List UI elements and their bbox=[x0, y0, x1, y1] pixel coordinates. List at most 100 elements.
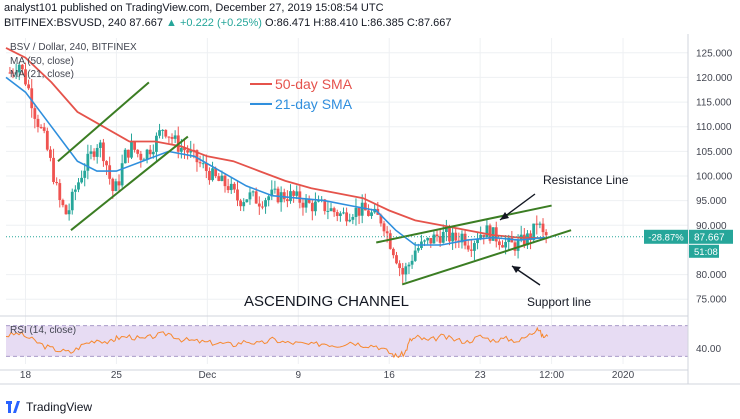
tradingview-logo-icon bbox=[6, 401, 20, 413]
candle-body bbox=[164, 129, 168, 137]
candle-body bbox=[114, 181, 118, 192]
candle-body bbox=[432, 234, 436, 244]
candle-body bbox=[226, 186, 230, 191]
candle-body bbox=[77, 182, 80, 190]
candle-body bbox=[298, 191, 302, 203]
candle-body bbox=[494, 227, 498, 242]
candle-body bbox=[370, 212, 373, 216]
candle-body bbox=[73, 189, 77, 192]
chart-header: analyst101 published on TradingView.com,… bbox=[0, 0, 740, 34]
candle-body bbox=[295, 191, 299, 196]
resistance-arrow-head-icon bbox=[500, 212, 509, 220]
candle-body bbox=[111, 178, 115, 192]
rsi-line bbox=[5, 326, 549, 359]
symbol-price: BITFINEX:BSVUSD, 240 87.667 bbox=[4, 17, 163, 29]
candle-body bbox=[108, 165, 112, 179]
support-line-label: Support line bbox=[527, 295, 591, 309]
candle-body bbox=[33, 108, 37, 119]
candle-body bbox=[214, 168, 218, 177]
candle-body bbox=[45, 130, 49, 150]
candle-body bbox=[133, 141, 137, 150]
rsi-tick-label: 40.00 bbox=[696, 344, 721, 355]
candle-body bbox=[55, 181, 59, 184]
candle-body bbox=[466, 245, 470, 250]
price-chart[interactable]: 50-day SMA 21-day SMA ASCENDING CHANNEL Res… bbox=[0, 34, 740, 404]
price-tick-label: 80.000 bbox=[696, 270, 727, 281]
candle-body bbox=[451, 232, 455, 242]
candle-body bbox=[102, 142, 105, 162]
candle-body bbox=[80, 177, 84, 183]
price-tick-label: 115.000 bbox=[696, 98, 732, 109]
candle-body bbox=[170, 137, 174, 139]
candle-body bbox=[304, 199, 308, 208]
candle-body bbox=[476, 239, 479, 244]
rsi-band bbox=[6, 325, 688, 357]
candle-body bbox=[14, 72, 18, 74]
chart-area[interactable]: 50-day SMA 21-day SMA ASCENDING CHANNEL Res… bbox=[0, 34, 740, 404]
candle-body bbox=[189, 149, 193, 153]
candle-body bbox=[167, 136, 171, 138]
candle-body bbox=[448, 227, 451, 242]
candle-body bbox=[220, 175, 224, 181]
price-tick-label: 100.000 bbox=[696, 172, 733, 183]
time-tick-label: 25 bbox=[111, 370, 123, 381]
candle-body bbox=[148, 149, 152, 155]
price-change: ▲ +0.222 (+0.25%) bbox=[166, 17, 262, 29]
candle-body bbox=[426, 237, 430, 241]
candle-body bbox=[183, 147, 186, 151]
candle-body bbox=[151, 151, 155, 155]
candle-body bbox=[438, 236, 442, 243]
candle-body bbox=[413, 250, 417, 261]
candle-body bbox=[501, 245, 504, 248]
candle-body bbox=[136, 149, 140, 154]
candle-body bbox=[120, 163, 124, 186]
candle-body bbox=[236, 189, 239, 201]
time-tick-label: 2020 bbox=[612, 370, 635, 381]
candle-body bbox=[208, 170, 211, 181]
candle-body bbox=[335, 212, 339, 216]
price-tick-label: 120.000 bbox=[696, 73, 733, 84]
time-tick-label: 12:00 bbox=[539, 370, 564, 381]
candle-body bbox=[105, 161, 108, 166]
candle-body bbox=[267, 196, 271, 201]
candle-body bbox=[307, 199, 311, 203]
candle-body bbox=[245, 199, 249, 203]
symbol-overlay-label: BSV / Dollar, 240, BITFINEX bbox=[10, 42, 137, 53]
candle-body bbox=[310, 202, 314, 212]
candle-body bbox=[251, 191, 255, 193]
candle-body bbox=[195, 150, 199, 163]
candle-body bbox=[435, 234, 439, 237]
price-tick-label: 95.000 bbox=[696, 196, 727, 207]
candle-body bbox=[348, 219, 352, 222]
publisher-line: analyst101 published on TradingView.com,… bbox=[4, 2, 384, 14]
ascending-channel-label: ASCENDING CHANNEL bbox=[244, 293, 409, 310]
candle-body bbox=[39, 127, 43, 129]
candle-body bbox=[504, 242, 508, 248]
price-tick-label: 105.000 bbox=[696, 147, 733, 158]
candle-body bbox=[198, 162, 202, 164]
candle-body bbox=[158, 130, 161, 136]
lower-wedge-trendline bbox=[70, 135, 189, 231]
candle-body bbox=[513, 242, 517, 251]
candle-body bbox=[257, 203, 261, 207]
candle-body bbox=[388, 233, 392, 249]
candle-body bbox=[497, 241, 501, 246]
candle-body bbox=[404, 266, 408, 275]
candle-body bbox=[379, 214, 383, 224]
candle-body bbox=[410, 260, 414, 265]
candle-body bbox=[145, 149, 149, 160]
candle-body bbox=[42, 127, 46, 131]
candle-body bbox=[342, 212, 345, 214]
candle-body bbox=[95, 147, 99, 157]
candle-body bbox=[83, 170, 87, 178]
candle-body bbox=[239, 200, 243, 207]
candle-body bbox=[282, 192, 286, 200]
candle-body bbox=[460, 233, 464, 243]
candle-body bbox=[329, 208, 333, 211]
candle-body bbox=[326, 210, 330, 212]
candle-body bbox=[529, 233, 532, 241]
candle-body bbox=[360, 202, 364, 216]
candle-body bbox=[301, 202, 305, 208]
candle-body bbox=[264, 200, 267, 207]
sma50-line bbox=[5, 47, 546, 239]
